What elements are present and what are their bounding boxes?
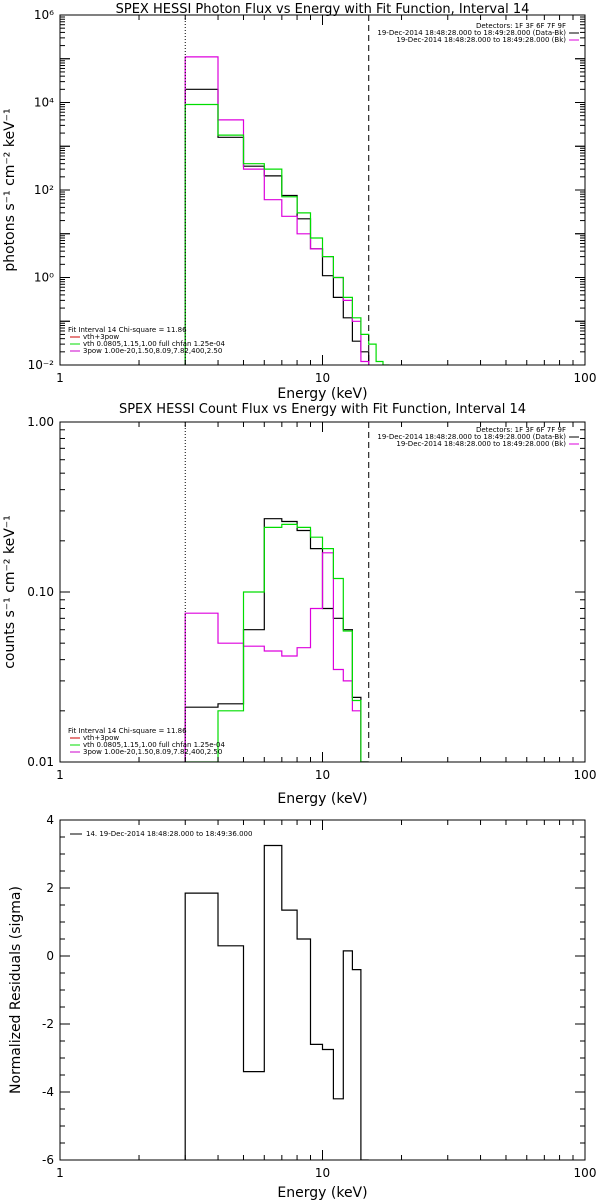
legend-top-entry: 14. 19-Dec-2014 18:48:28.000 to 18:49:36…: [86, 830, 252, 838]
plot-frame: [59, 14, 586, 366]
y-tick-label: 0.01: [27, 755, 54, 769]
legend-bottom-entry: 3pow 1.00e-20,1.50,8.09,7.82,400,2.50: [83, 347, 222, 355]
series-group: [184, 844, 369, 1160]
x-tick-label: 1: [56, 371, 64, 385]
y-tick-label: -6: [42, 1153, 54, 1167]
x-tick-label: 10: [315, 1166, 330, 1180]
series-line-bk: [184, 552, 369, 762]
legend-bottom-entry: Fit Interval 14 Chi-square = 11.86: [68, 326, 187, 334]
y-tick-label: 10⁶: [34, 8, 54, 22]
x-tick-label: 100: [574, 371, 597, 385]
chart-panel-1: SPEX HESSI Photon Flux vs Energy with Fi…: [2, 2, 596, 402]
plot-frame: [59, 819, 586, 1161]
x-tick-label: 1: [56, 768, 64, 782]
series-group: [184, 56, 390, 365]
y-tick-label: 0: [46, 949, 54, 963]
y-axis-label: counts s⁻¹ cm⁻² keV⁻¹: [2, 515, 18, 669]
y-tick-label: -2: [42, 1017, 54, 1031]
y-axis-label: Normalized Residuals (sigma): [8, 886, 24, 1094]
x-tick-label: 100: [574, 768, 597, 782]
legend-bottom-entry: vth+3pow: [83, 734, 119, 742]
x-tick-label: 10: [315, 768, 330, 782]
y-tick-label: 1.00: [27, 415, 54, 429]
y-tick-label: 0.10: [27, 585, 54, 599]
legend-top-entry: 19-Dec-2014 18:48:28.000 to 18:49:28.000…: [377, 29, 566, 37]
y-tick-label: 4: [46, 813, 54, 827]
chart-title: SPEX HESSI Photon Flux vs Energy with Fi…: [116, 2, 530, 17]
series-line-vth-3pow: [184, 103, 390, 365]
series-line-vth-3pow: [185, 523, 369, 762]
series-line-data-bk: [184, 518, 369, 762]
legend-bottom-entry: Fit Interval 14 Chi-square = 11.86: [68, 727, 187, 735]
legend-bottom-entry: vth 0.0805,1.15,1.00 full chfan 1.25e-04: [83, 741, 225, 749]
legend-top-entry: 19-Dec-2014 18:48:28.000 to 18:49:28.000…: [377, 433, 566, 441]
x-axis-label: Energy (keV): [277, 386, 367, 402]
legend-bottom-entry: vth+3pow: [83, 333, 119, 341]
y-tick-label: 10⁴: [34, 96, 54, 110]
series-line-bk: [184, 56, 370, 365]
legend-bottom-entry: 3pow 1.00e-20,1.50,8.09,7.82,400,2.50: [83, 748, 222, 756]
chart-title: SPEX HESSI Count Flux vs Energy with Fit…: [119, 402, 526, 417]
chart-panel-3: 1 10 100 4 2 0 -2 -4 -6 Energy (keV) Normalized Re…: [8, 813, 596, 1200]
chart-panel-2: SPEX HESSI Count Flux vs Energy with Fit…: [2, 402, 596, 807]
x-axis-label: Energy (keV): [277, 791, 367, 807]
x-tick-label: 100: [574, 1166, 597, 1180]
x-tick-label: 1: [56, 1166, 64, 1180]
y-tick-label: 10⁻²: [28, 358, 55, 372]
series-line-data-bk: [184, 88, 370, 365]
y-tick-label: -4: [42, 1085, 54, 1099]
y-tick-label: 10²: [34, 183, 54, 197]
legend-top-entry: 19-Dec-2014 18:48:28.000 to 18:49:28.000…: [396, 440, 566, 448]
y-axis-label: photons s⁻¹ cm⁻² keV⁻¹: [2, 108, 18, 271]
x-axis-label: Energy (keV): [277, 1185, 367, 1200]
x-tick-label: 10: [315, 371, 330, 385]
series-group: [184, 518, 369, 762]
legend-top-entry: 19-Dec-2014 18:48:28.000 to 18:49:28.000…: [396, 36, 566, 44]
y-tick-label: 10⁰: [34, 271, 54, 285]
series-line-residuals: [184, 844, 369, 1160]
y-tick-label: 2: [46, 881, 54, 895]
legend-top-entry: Detectors: 1F 3F 6F 7F 9F: [476, 22, 566, 30]
legend-bottom-entry: vth 0.0805,1.15,1.00 full chfan 1.25e-04: [83, 340, 225, 348]
legend-top-entry: Detectors: 1F 3F 6F 7F 9F: [476, 426, 566, 434]
